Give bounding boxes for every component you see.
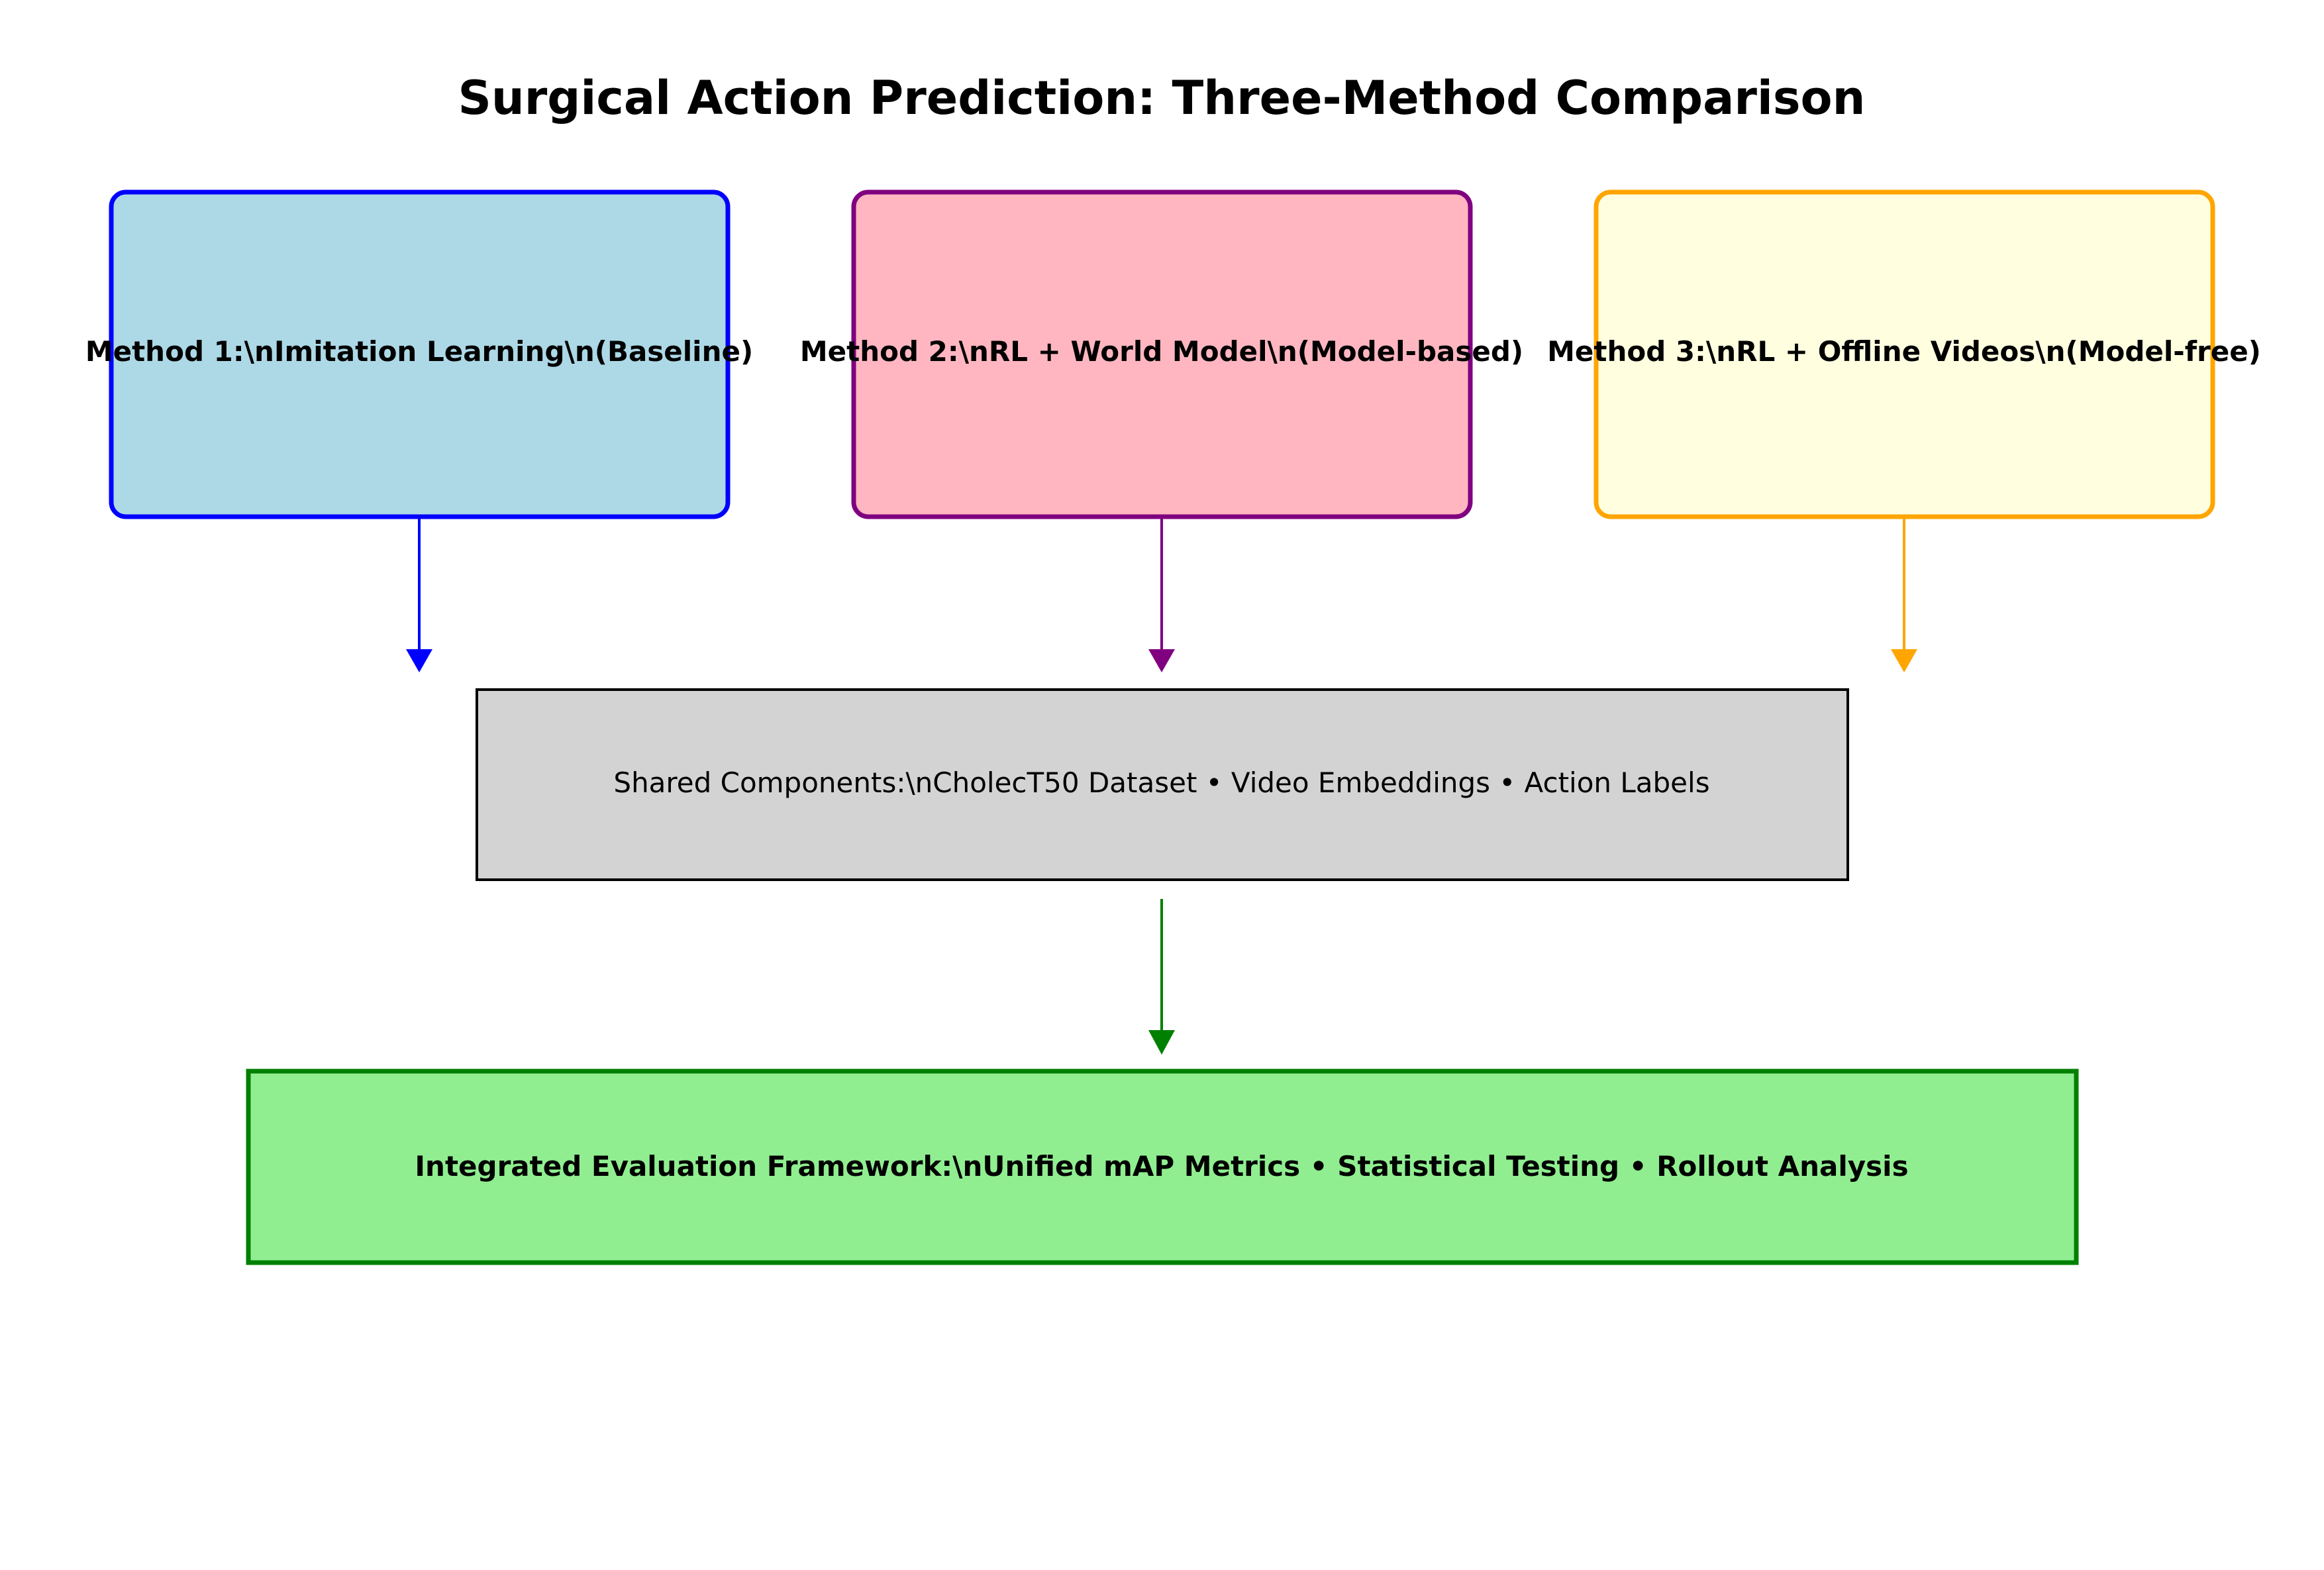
shared-components-label: Shared Components:\nCholecT50 Dataset • … [613,766,1709,799]
method-2-arrow [1148,518,1175,672]
method-1-label: Method 1:\nImitation Learning\n(Baseline… [85,335,753,368]
diagram-title: Surgical Action Prediction: Three-Method… [458,71,1866,125]
method-1-arrow [406,518,432,672]
method-2-label: Method 2:\nRL + World Model\n(Model-base… [800,335,1523,368]
evaluation-framework-box [246,1069,2079,1265]
method-3-box [1593,189,2215,519]
method-3-label: Method 3:\nRL + Offline Videos\n(Model-f… [1547,335,2261,368]
method-2-box [851,189,1473,519]
method-2-node: Method 2:\nRL + World Model\n(Model-base… [800,189,1523,519]
method-1-box [109,189,731,519]
method-3-node: Method 3:\nRL + Offline Videos\n(Model-f… [1547,189,2261,519]
evaluation-framework-label: Integrated Evaluation Framework:\nUnifie… [415,1150,1908,1182]
shared-components-box [476,688,1849,881]
shared-to-evaluation-arrow [1148,899,1175,1055]
method-1-node: Method 1:\nImitation Learning\n(Baseline… [85,189,753,519]
evaluation-framework-node: Integrated Evaluation Framework:\nUnifie… [246,1069,2079,1265]
method-3-arrow [1891,518,1917,672]
shared-components-node: Shared Components:\nCholecT50 Dataset • … [476,688,1849,881]
